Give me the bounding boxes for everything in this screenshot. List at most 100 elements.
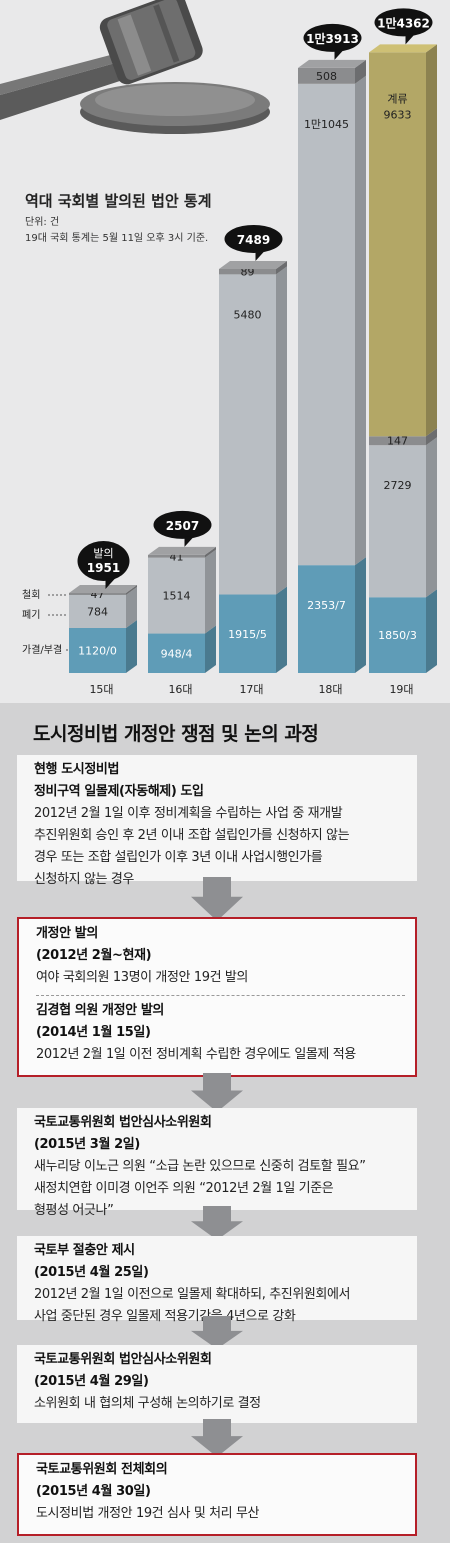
step-detail: 소위원회 내 협의체 구성해 논의하기로 결정 xyxy=(34,1396,261,1411)
step-detail: 2012년 2월 1일 이후 정비계획을 수립하는 사업 중 재개발 xyxy=(34,806,343,821)
bar-label: 계류 xyxy=(387,92,407,105)
total-label: 1만4362 xyxy=(377,15,430,30)
step-detail: 신청하지 않는 경우 xyxy=(34,872,134,887)
bar-side xyxy=(205,625,216,673)
bar-segment xyxy=(369,436,426,446)
bar-side xyxy=(426,437,437,598)
total-bubble-tail xyxy=(255,249,266,261)
bar-side xyxy=(355,59,366,84)
step-heading: (2015년 3월 2일) xyxy=(34,1137,140,1152)
bar-side xyxy=(276,266,287,595)
step-heading: (2015년 4월 25일) xyxy=(34,1265,149,1280)
step-detail: 경우 또는 조합 설립인가 이후 3년 이내 사업시행인가를 xyxy=(34,850,323,865)
bar-label: 1915/5 xyxy=(228,628,267,641)
bar-segment xyxy=(148,554,205,558)
bar-top xyxy=(148,546,216,555)
step-heading: 개정안 발의 xyxy=(36,926,98,941)
dashed-divider xyxy=(36,995,405,996)
step-heading: 정비구역 일몰제(자동해제) 도입 xyxy=(34,784,204,799)
total-label: 2507 xyxy=(166,519,199,533)
step-detail: 새정치연합 이미경 이언주 의원 “2012년 2월 1일 기준은 xyxy=(34,1181,334,1196)
step-detail: 도시정비법 개정안 19건 심사 및 처리 무산 xyxy=(36,1506,260,1521)
step-heading: 국토교통위원회 전체회의 xyxy=(36,1462,168,1477)
bar-side xyxy=(426,44,437,437)
process-step-box: 국토교통위원회 법안심사소위원회 (2015년 4월 29일) 소위원회 내 협의체… xyxy=(17,1345,417,1423)
total-bubble xyxy=(374,8,433,37)
bar-side xyxy=(205,546,216,558)
bar-segment xyxy=(69,594,126,628)
bar-label: 1850/3 xyxy=(378,629,417,642)
step-heading: 국토부 절충안 제시 xyxy=(34,1243,135,1258)
process-title: 도시정비법 개정안 쟁점 및 논의 과정 xyxy=(33,723,319,745)
bar-side xyxy=(426,428,437,446)
bar-segment xyxy=(298,67,355,84)
process-step-box: 국토교통위원회 전체회의 (2015년 4월 30일) 도시정비법 개정안 19건 … xyxy=(17,1453,417,1536)
bar-label: 948/4 xyxy=(161,647,193,660)
bar-side xyxy=(355,75,366,566)
bar-segment xyxy=(298,565,355,673)
total-bubble-tail xyxy=(405,33,416,45)
chart-note: 19대 국회 통계는 5월 11일 오후 3시 기준. xyxy=(25,233,209,244)
down-arrow-icon xyxy=(191,1206,243,1240)
step-detail: 새누리당 이노근 의원 “소급 논란 있으므로 신중히 검토할 필요” xyxy=(34,1159,366,1174)
bar-segment xyxy=(298,83,355,566)
step-detail: 형평성 어긋나” xyxy=(34,1203,114,1218)
bar-side xyxy=(426,589,437,673)
bar-segment xyxy=(219,268,276,275)
down-arrow-icon xyxy=(191,877,243,921)
bar-top xyxy=(369,44,437,53)
chart-section: 1120/0 784 47 15대 발의 1951 948/4 1514 41 16대 2507 19… xyxy=(0,0,450,703)
bar-segment xyxy=(369,597,426,673)
bar-label: 5480 xyxy=(234,308,262,321)
category-label: 15대 xyxy=(89,683,113,696)
bar-side xyxy=(276,260,287,275)
process-step-box: 국토부 절충안 제시 (2015년 4월 25일) 2012년 2월 1일 이전으로… xyxy=(17,1236,417,1324)
step-heading: 국토교통위원회 법안심사소위원회 xyxy=(34,1352,212,1367)
bar-label: 9633 xyxy=(384,108,412,121)
bar-side xyxy=(276,586,287,673)
step-heading: 김경협 의원 개정안 발의 xyxy=(36,1003,164,1018)
gavel-icon xyxy=(0,0,270,134)
total-label: 1만3913 xyxy=(306,31,359,46)
bar-chart: 1120/07844715대발의1951948/415144116대250719… xyxy=(0,0,437,696)
bar-segment xyxy=(219,274,276,595)
step-detail: 여야 국회의원 13명이 개정안 19건 발의 xyxy=(36,970,248,985)
bar-segment xyxy=(69,628,126,673)
bar-label: 2353/7 xyxy=(307,599,346,612)
down-arrow-icon xyxy=(191,1073,243,1112)
step-heading: 국토교통위원회 법안심사소위원회 xyxy=(34,1115,212,1130)
step-detail: 2012년 2월 1일 이전 정비계획 수립한 경우에도 일몰제 적용 xyxy=(36,1047,356,1062)
bar-segment xyxy=(219,594,276,673)
category-label: 17대 xyxy=(239,683,263,696)
total-bubble xyxy=(77,541,130,581)
step-heading: 현행 도시정비법 xyxy=(34,762,120,777)
bar-segment xyxy=(148,557,205,634)
down-arrow-icon xyxy=(191,1316,243,1349)
segment-label: 철회 xyxy=(22,589,40,601)
category-label: 16대 xyxy=(168,683,192,696)
bar-label: 1만1045 xyxy=(304,118,349,131)
bar-top xyxy=(298,59,366,68)
bar-top xyxy=(219,260,287,269)
step-heading: (2012년 2월~현재) xyxy=(36,948,152,963)
chart-title: 역대 국회별 발의된 법안 통계 xyxy=(25,192,212,210)
chart-unit: 단위: 건 xyxy=(25,217,60,228)
step-heading: (2015년 4월 30일) xyxy=(36,1484,151,1499)
bar-side xyxy=(126,585,137,595)
bar-label: 147 xyxy=(387,435,408,448)
bar-label: 2729 xyxy=(384,479,412,492)
bar-segment xyxy=(369,445,426,598)
bar-side xyxy=(205,549,216,634)
process-step-box: 개정안 발의 (2012년 2월~현재) 여야 국회의원 13명이 개정안 19건 … xyxy=(17,917,417,1077)
bar-segment xyxy=(148,633,205,673)
step-detail: 추진위원회 승인 후 2년 이내 조합 설립인가를 신청하지 않는 xyxy=(34,828,350,843)
step-heading: (2014년 1월 15일) xyxy=(36,1025,151,1040)
bar-segment xyxy=(369,52,426,437)
category-label: 19대 xyxy=(389,683,413,696)
total-label: 7489 xyxy=(237,233,270,247)
total-bubble xyxy=(153,510,212,539)
bar-label: 784 xyxy=(87,605,108,618)
step-detail: 2012년 2월 1일 이전으로 일몰제 확대하되, 추진위원회에서 xyxy=(34,1287,351,1302)
